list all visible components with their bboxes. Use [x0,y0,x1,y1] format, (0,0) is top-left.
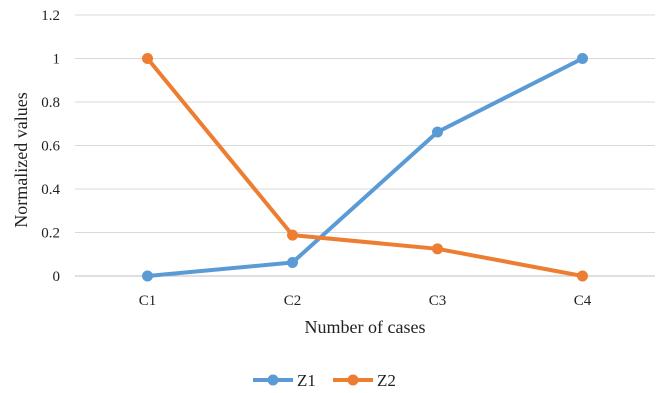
x-tick-label: C2 [284,293,302,309]
data-point [432,243,443,255]
gridlines [75,14,655,277]
x-axis-title: Number of cases [305,317,426,337]
data-point [432,126,443,138]
legend: Z1 Z2 [253,371,396,390]
data-point [577,270,588,282]
data-point [577,53,588,64]
legend-item: Z2 [333,371,396,390]
legend-item: Z1 [253,371,316,390]
y-tick-label: 0 [53,269,61,285]
y-tick-labels: 0 0.2 0.4 0.6 0.8 1 1.2 [41,8,60,285]
x-tick-label: C4 [574,293,592,309]
legend-swatch-marker [347,374,359,386]
legend-label: Z1 [297,371,316,390]
data-point [287,229,298,241]
x-tick-label: C3 [429,293,447,309]
series-z2 [142,53,588,282]
y-tick-label: 1.2 [41,8,60,24]
series-layer [142,53,588,282]
y-tick-label: 1 [53,52,61,68]
data-point [287,257,298,269]
data-point [142,53,153,64]
x-tick-label: C1 [139,293,157,309]
y-tick-label: 0.6 [41,139,60,155]
x-tick-labels: C1 C2 C3 C4 [139,293,592,309]
y-tick-label: 0.4 [41,182,60,198]
y-tick-label: 0.8 [41,95,60,111]
legend-swatch-marker [267,374,279,386]
series-z1 [142,53,588,282]
series-line [145,56,585,278]
legend-label: Z2 [377,371,396,390]
data-point [142,270,153,282]
series-line [145,56,585,278]
y-tick-label: 0.2 [41,226,60,242]
y-axis-title: Normalized values [11,92,31,227]
